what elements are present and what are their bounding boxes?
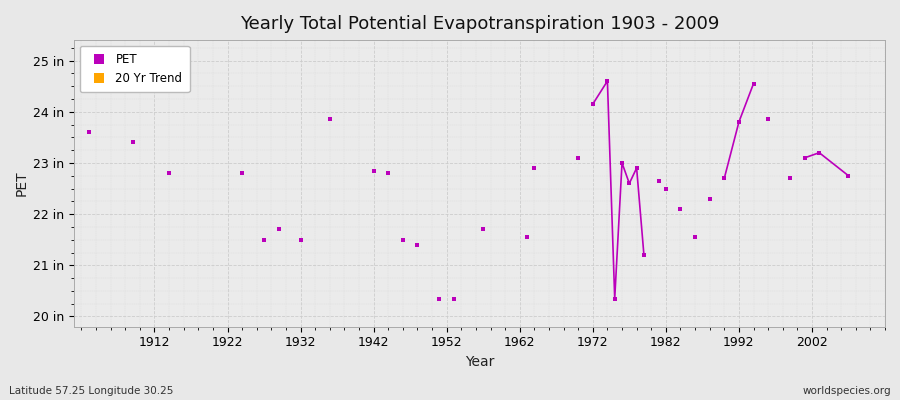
Text: Latitude 57.25 Longitude 30.25: Latitude 57.25 Longitude 30.25 [9,386,174,396]
Y-axis label: PET: PET [15,171,29,196]
Title: Yearly Total Potential Evapotranspiration 1903 - 2009: Yearly Total Potential Evapotranspiratio… [240,15,719,33]
Legend: PET, 20 Yr Trend: PET, 20 Yr Trend [80,46,190,92]
X-axis label: Year: Year [465,355,494,369]
Text: worldspecies.org: worldspecies.org [803,386,891,396]
